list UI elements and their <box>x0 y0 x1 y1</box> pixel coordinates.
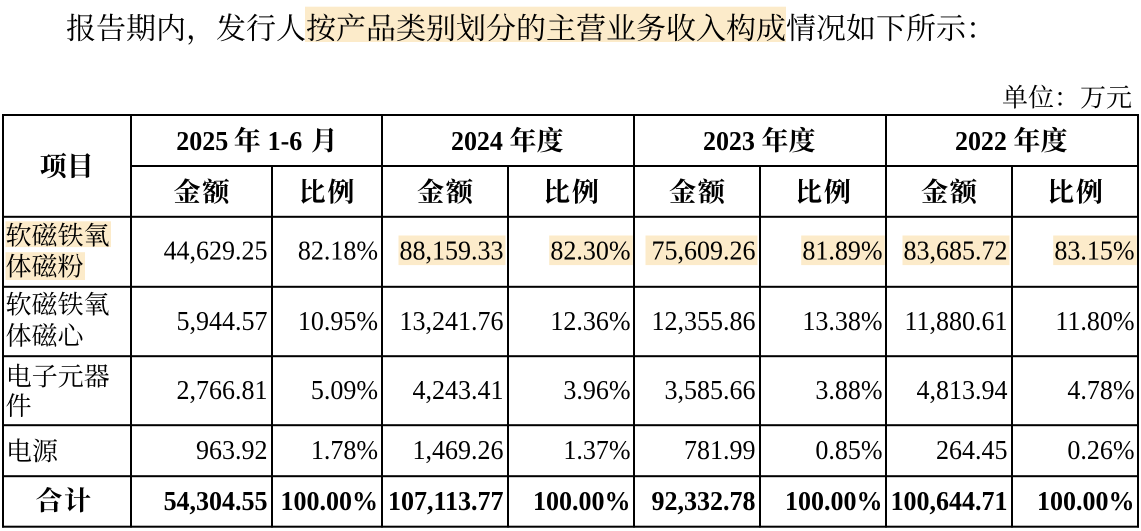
svg-text:83.15%: 83.15% <box>1054 235 1134 266</box>
svg-text:5,944.57: 5,944.57 <box>177 305 268 336</box>
svg-text:1.37%: 1.37% <box>563 434 630 465</box>
svg-text:0.85%: 0.85% <box>815 434 882 465</box>
svg-text:100.00%: 100.00% <box>281 485 378 516</box>
svg-text:1,469.26: 1,469.26 <box>413 434 504 465</box>
svg-text:0.26%: 0.26% <box>1067 434 1134 465</box>
svg-text:2023: 2023 <box>703 125 755 156</box>
svg-text:781.99: 781.99 <box>684 434 755 465</box>
svg-text:100.00%: 100.00% <box>533 485 630 516</box>
svg-text:11.80%: 11.80% <box>1055 305 1134 336</box>
svg-text:3.88%: 3.88% <box>815 374 882 405</box>
svg-text:4,813.94: 4,813.94 <box>917 374 1008 405</box>
svg-text:54,304.55: 54,304.55 <box>164 485 268 516</box>
svg-text:5.09%: 5.09% <box>311 374 378 405</box>
svg-text:4,243.41: 4,243.41 <box>413 374 504 405</box>
svg-text:11,880.61: 11,880.61 <box>905 305 1008 336</box>
svg-text:4.78%: 4.78% <box>1067 374 1134 405</box>
svg-text:12.36%: 12.36% <box>550 305 630 336</box>
svg-text:3.96%: 3.96% <box>563 374 630 405</box>
svg-text:92,332.78: 92,332.78 <box>652 485 756 516</box>
svg-text:1-6: 1-6 <box>268 125 303 156</box>
svg-text:963.92: 963.92 <box>196 434 267 465</box>
svg-text:75,609.26: 75,609.26 <box>652 235 756 266</box>
svg-text:44,629.25: 44,629.25 <box>164 235 268 266</box>
svg-text:100.00%: 100.00% <box>785 485 882 516</box>
svg-text:82.30%: 82.30% <box>550 235 630 266</box>
svg-text:10.95%: 10.95% <box>298 305 378 336</box>
svg-text:100.00%: 100.00% <box>1037 485 1134 516</box>
svg-text:13.38%: 13.38% <box>802 305 882 336</box>
svg-text:2022: 2022 <box>955 125 1007 156</box>
svg-text:107,113.77: 107,113.77 <box>388 485 503 516</box>
svg-text:12,355.86: 12,355.86 <box>652 305 756 336</box>
svg-text:2,766.81: 2,766.81 <box>177 374 268 405</box>
svg-text:81.89%: 81.89% <box>802 235 882 266</box>
svg-text:100,644.71: 100,644.71 <box>891 485 1008 516</box>
svg-text:2024: 2024 <box>451 125 503 156</box>
svg-text:264.45: 264.45 <box>936 434 1007 465</box>
svg-text:13,241.76: 13,241.76 <box>400 305 504 336</box>
svg-text:3,585.66: 3,585.66 <box>665 374 756 405</box>
svg-text:82.18%: 82.18% <box>298 235 378 266</box>
svg-text:1.78%: 1.78% <box>311 434 378 465</box>
svg-text:83,685.72: 83,685.72 <box>904 235 1008 266</box>
svg-text:2025: 2025 <box>176 125 228 156</box>
svg-text:88,159.33: 88,159.33 <box>400 235 504 266</box>
